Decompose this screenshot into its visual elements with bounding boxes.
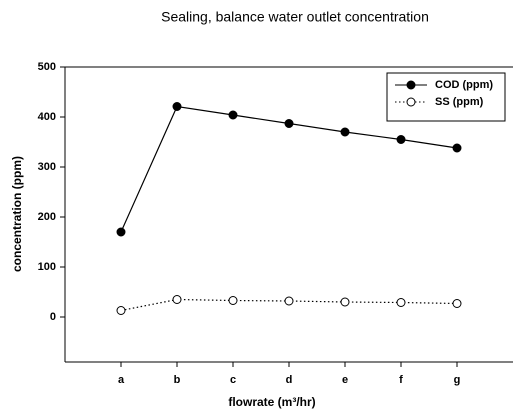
marker [228, 110, 238, 120]
legend-box [386, 72, 506, 122]
marker [172, 102, 182, 111]
x-tick-label: e [342, 374, 348, 386]
marker [116, 306, 126, 315]
legend-marker [406, 80, 416, 90]
x-axis-label: flowrate (m³/hr) [228, 395, 315, 409]
marker [340, 297, 350, 307]
x-tick-label: b [174, 374, 181, 386]
y-tick-label: 300 [38, 161, 56, 173]
marker [452, 143, 462, 153]
chart-title: Sealing, balance water outlet concentrat… [161, 9, 429, 25]
y-tick-label: 0 [50, 311, 56, 323]
y-tick-label: 400 [38, 111, 56, 123]
x-tick-label: a [118, 374, 125, 386]
marker [396, 135, 406, 144]
marker [116, 227, 126, 237]
legend-label: COD (ppm) [435, 79, 493, 91]
legend-marker [406, 97, 416, 107]
marker [228, 296, 238, 305]
marker [396, 298, 406, 307]
marker [284, 296, 294, 306]
y-tick-label: 100 [38, 261, 56, 273]
legend-label: SS (ppm) [435, 96, 484, 108]
marker [452, 299, 462, 308]
marker [340, 127, 350, 137]
x-tick-label: g [454, 374, 461, 386]
y-tick-label: 200 [38, 211, 56, 223]
y-axis-label: concentration (ppm) [10, 156, 24, 272]
marker [172, 295, 182, 304]
x-tick-label: c [230, 374, 236, 386]
x-tick-label: d [286, 374, 293, 386]
x-tick-label: f [399, 374, 403, 386]
marker [284, 119, 294, 128]
y-tick-label: 500 [38, 61, 56, 73]
